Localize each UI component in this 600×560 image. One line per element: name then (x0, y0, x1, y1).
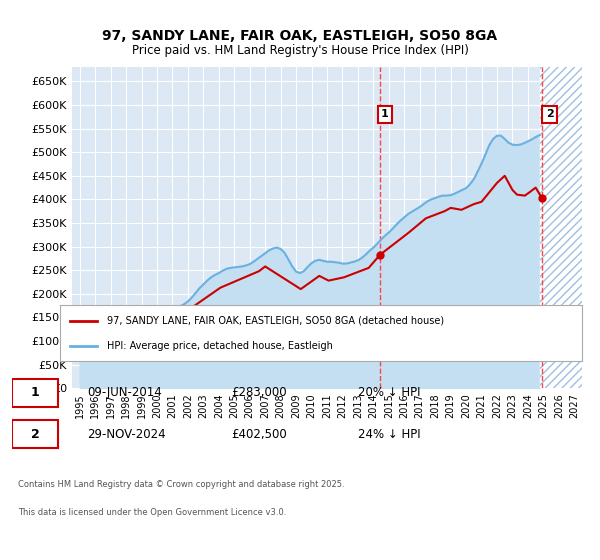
Text: 09-JUN-2014: 09-JUN-2014 (87, 386, 161, 399)
Text: 2: 2 (31, 428, 40, 441)
Text: Price paid vs. HM Land Registry's House Price Index (HPI): Price paid vs. HM Land Registry's House … (131, 44, 469, 57)
Text: £402,500: £402,500 (231, 428, 287, 441)
Text: 2: 2 (546, 109, 554, 119)
Text: Contains HM Land Registry data © Crown copyright and database right 2025.: Contains HM Land Registry data © Crown c… (18, 480, 344, 489)
Text: £283,000: £283,000 (231, 386, 287, 399)
Text: This data is licensed under the Open Government Licence v3.0.: This data is licensed under the Open Gov… (18, 508, 286, 517)
Text: 1: 1 (381, 109, 389, 119)
FancyBboxPatch shape (12, 421, 58, 448)
FancyBboxPatch shape (12, 379, 58, 407)
Text: 97, SANDY LANE, FAIR OAK, EASTLEIGH, SO50 8GA: 97, SANDY LANE, FAIR OAK, EASTLEIGH, SO5… (103, 29, 497, 44)
Text: 20% ↓ HPI: 20% ↓ HPI (358, 386, 420, 399)
Text: 29-NOV-2024: 29-NOV-2024 (87, 428, 166, 441)
Text: HPI: Average price, detached house, Eastleigh: HPI: Average price, detached house, East… (107, 340, 333, 351)
Text: 1: 1 (31, 386, 40, 399)
Text: 97, SANDY LANE, FAIR OAK, EASTLEIGH, SO50 8GA (detached house): 97, SANDY LANE, FAIR OAK, EASTLEIGH, SO5… (107, 316, 444, 326)
Text: 24% ↓ HPI: 24% ↓ HPI (358, 428, 420, 441)
Polygon shape (539, 58, 582, 388)
